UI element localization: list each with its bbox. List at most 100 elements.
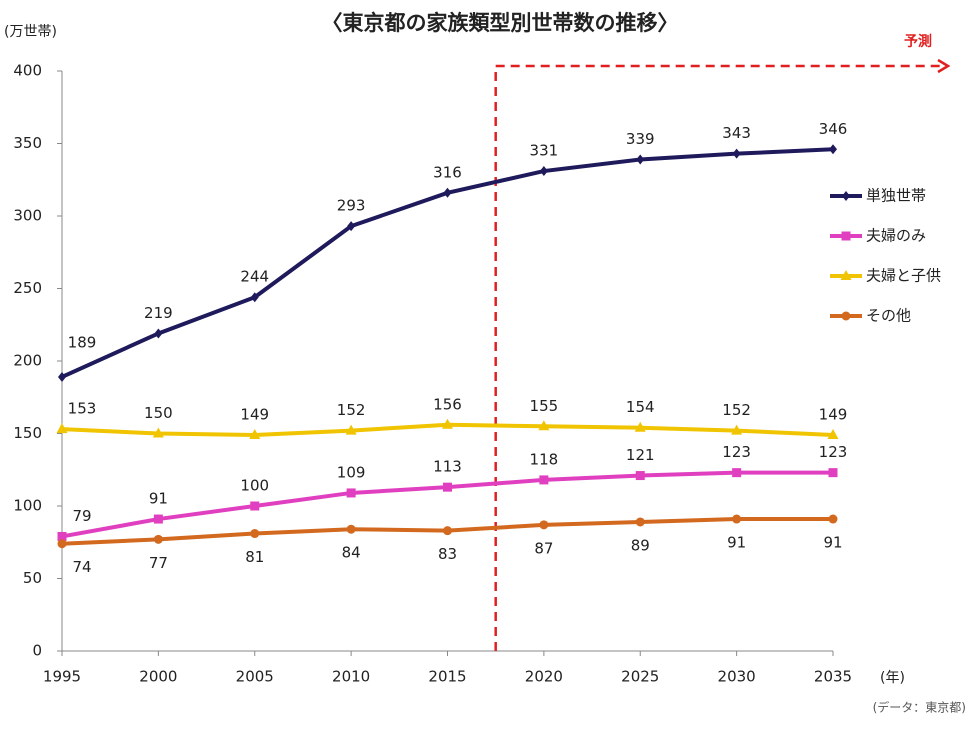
- x-tick-label: 2035: [814, 668, 852, 686]
- data-label: 91: [149, 490, 168, 508]
- data-label: 331: [530, 142, 559, 160]
- data-label: 316: [433, 163, 462, 181]
- point: [443, 187, 452, 198]
- x-tick-label: 1995: [43, 668, 81, 686]
- data-label: 74: [72, 558, 91, 576]
- point: [829, 144, 837, 155]
- data-label: 156: [433, 395, 462, 413]
- data-label: 109: [337, 463, 366, 481]
- point: [347, 221, 356, 232]
- data-label: 152: [722, 401, 751, 419]
- y-tick-label: 0: [32, 642, 42, 660]
- point: [152, 427, 164, 438]
- data-label: 84: [342, 544, 361, 562]
- x-tick-label: 2025: [621, 668, 659, 686]
- data-label: 77: [149, 554, 168, 572]
- point: [732, 468, 742, 478]
- point: [249, 428, 261, 439]
- point: [635, 471, 645, 481]
- point: [539, 475, 549, 485]
- forecast-label: 予測: [904, 33, 932, 50]
- legend-marker: [841, 311, 851, 321]
- data-label: 79: [72, 507, 91, 525]
- legend-label: その他: [866, 307, 911, 325]
- data-label: 89: [631, 536, 650, 554]
- point: [153, 534, 163, 544]
- y-tick-label: 400: [13, 62, 42, 80]
- point: [58, 371, 66, 382]
- legend-label: 単独世帯: [866, 187, 926, 205]
- point: [154, 328, 163, 339]
- source: (データ：東京都): [873, 700, 966, 715]
- point: [57, 531, 67, 541]
- y-tick-label: 200: [13, 352, 42, 370]
- point: [442, 418, 453, 429]
- data-label: 91: [823, 534, 842, 552]
- data-label: 91: [727, 534, 746, 552]
- point: [827, 428, 839, 439]
- data-label: 113: [433, 458, 462, 476]
- point: [345, 424, 357, 435]
- point: [634, 421, 646, 432]
- point: [443, 482, 452, 492]
- data-label: 123: [722, 443, 751, 461]
- x-unit: (年): [880, 670, 905, 686]
- data-label: 155: [530, 397, 559, 415]
- point: [250, 292, 259, 303]
- point: [636, 154, 645, 165]
- point: [153, 514, 163, 524]
- y-tick-label: 300: [13, 207, 42, 225]
- y-tick-label: 150: [13, 424, 42, 442]
- point: [250, 529, 260, 539]
- point: [538, 420, 550, 431]
- data-label: 244: [240, 268, 269, 286]
- legend-label: 夫婦のみ: [866, 227, 926, 245]
- point: [539, 166, 548, 177]
- x-tick-label: 2030: [718, 668, 756, 686]
- x-tick-label: 2020: [525, 668, 563, 686]
- legend-marker: [842, 191, 850, 201]
- data-label: 150: [144, 404, 173, 422]
- data-label: 152: [337, 401, 366, 419]
- point: [443, 526, 452, 536]
- data-label: 346: [819, 120, 848, 138]
- x-tick-label: 2005: [236, 668, 274, 686]
- data-label: 118: [530, 450, 559, 468]
- forecast-arrow: [937, 58, 951, 74]
- data-label: 83: [438, 545, 457, 563]
- data-label: 154: [626, 398, 655, 416]
- data-label: 293: [337, 197, 366, 215]
- data-label: 123: [819, 443, 848, 461]
- point: [732, 148, 741, 159]
- x-tick-label: 2015: [428, 668, 466, 686]
- data-label: 343: [722, 124, 751, 142]
- point: [250, 501, 260, 511]
- data-label: 81: [245, 548, 264, 566]
- point: [635, 517, 645, 527]
- y-tick-label: 100: [13, 497, 42, 515]
- data-label: 121: [626, 446, 655, 464]
- data-label: 189: [68, 333, 97, 351]
- point: [828, 514, 838, 524]
- point: [346, 488, 356, 498]
- data-label: 149: [819, 405, 848, 423]
- legend-label: 夫婦と子供: [866, 267, 941, 285]
- point: [731, 424, 743, 435]
- point: [346, 524, 356, 534]
- data-label: 339: [626, 130, 655, 148]
- data-label: 219: [144, 304, 173, 322]
- point: [732, 514, 742, 524]
- data-label: 87: [534, 539, 553, 557]
- forecast-line: [494, 64, 940, 651]
- data-label: 153: [68, 400, 97, 418]
- series-line: [61, 147, 834, 379]
- point: [56, 423, 68, 434]
- y-tick-label: 50: [23, 569, 42, 587]
- y-tick-label: 250: [13, 279, 42, 297]
- x-tick-label: 2000: [139, 668, 177, 686]
- chart-title: 〈東京都の家族類型別世帯数の推移〉: [322, 11, 679, 35]
- point: [539, 520, 549, 530]
- data-label: 100: [240, 477, 269, 495]
- point: [828, 468, 838, 478]
- y-unit: (万世帯): [4, 24, 57, 40]
